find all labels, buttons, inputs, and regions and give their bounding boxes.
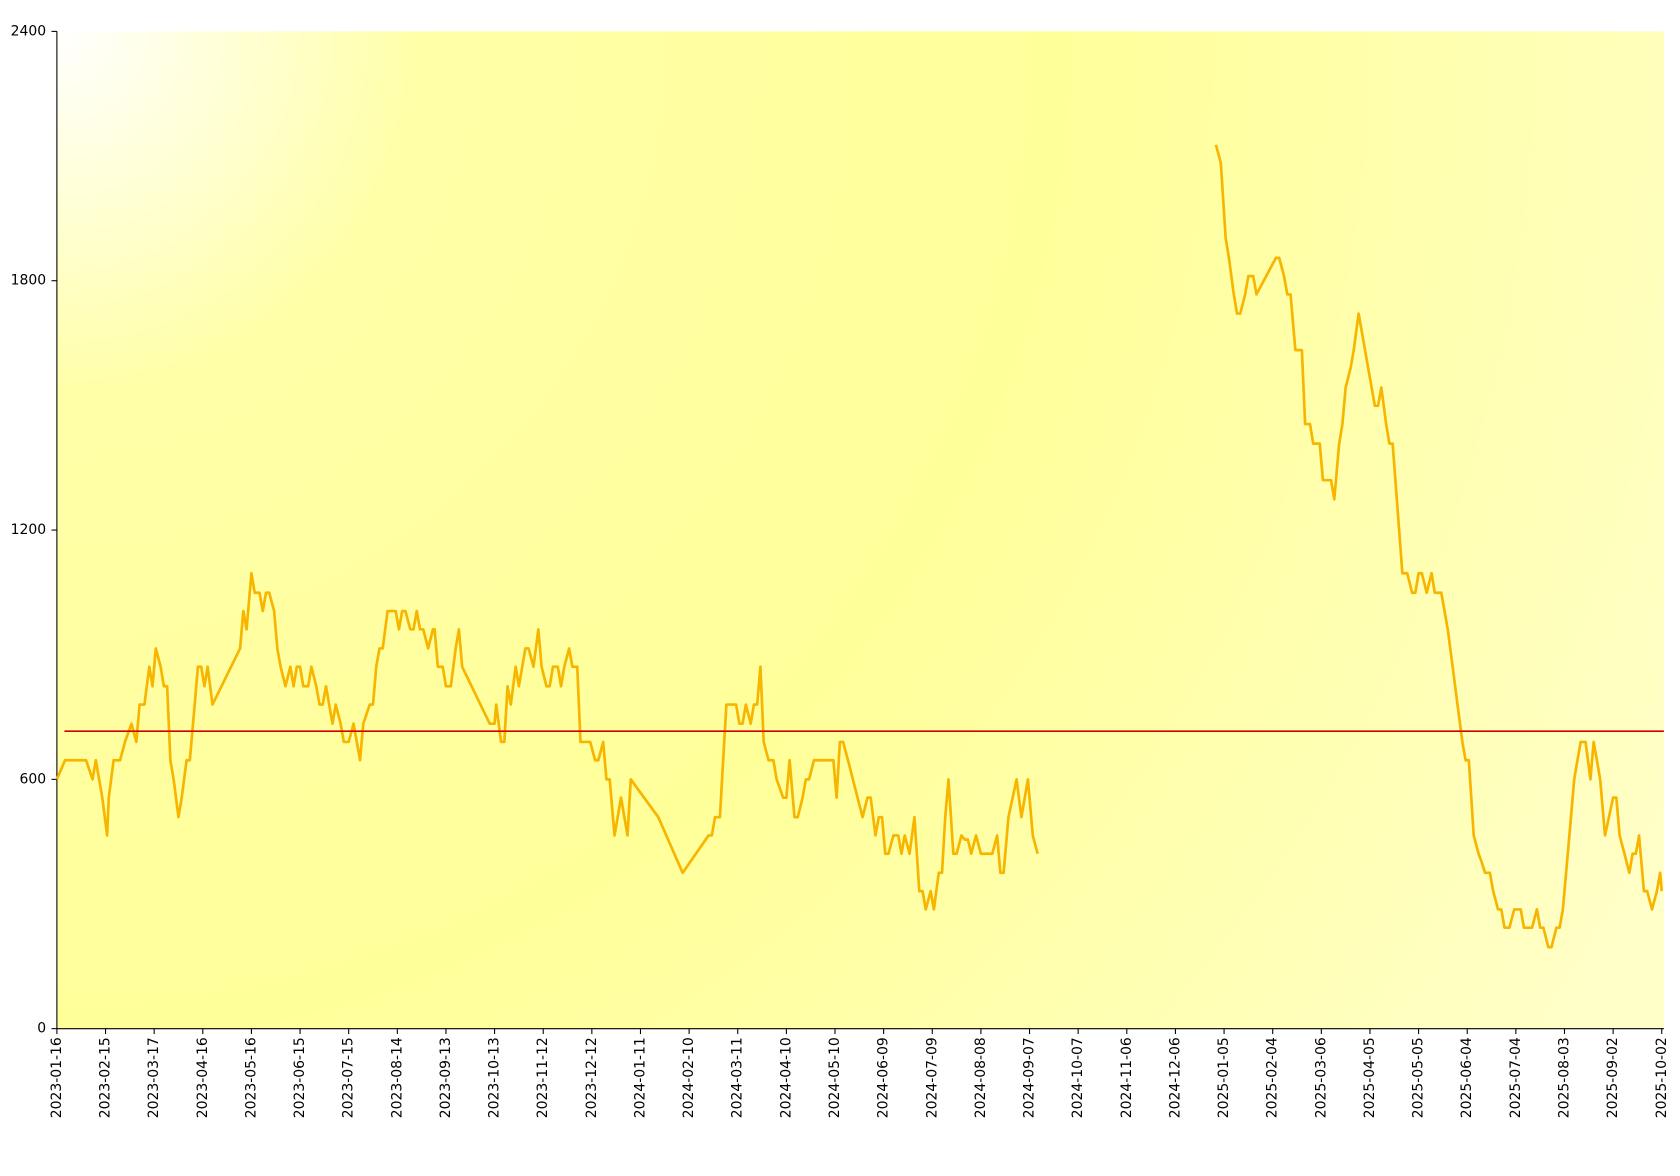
x-tick-label: 2023-05-16 (243, 1037, 259, 1118)
x-tick-label: 2024-06-09 (876, 1037, 892, 1118)
x-tick-label: 2023-01-16 (49, 1037, 65, 1118)
x-tick-label: 2025-09-02 (1605, 1037, 1621, 1118)
x-tick-label: 2023-09-13 (438, 1037, 454, 1118)
x-tick-label: 2024-02-10 (681, 1037, 697, 1118)
x-tick-label: 2023-04-16 (195, 1037, 211, 1118)
x-tick-label: 2024-09-07 (1022, 1037, 1038, 1118)
data-line (55, 144, 1664, 949)
x-tick-label: 2023-06-15 (292, 1037, 308, 1118)
x-tick-label: 2024-12-06 (1167, 1037, 1183, 1118)
x-tick-label: 2025-06-04 (1459, 1037, 1475, 1118)
y-tick-label: 1800 (11, 273, 46, 289)
x-tick-label: 2025-04-05 (1362, 1037, 1378, 1118)
y-tick-label: 600 (20, 771, 47, 787)
x-tick-label: 2023-02-15 (98, 1037, 114, 1118)
x-tick-label: 2023-10-13 (487, 1037, 503, 1118)
x-tick-label: 2023-11-12 (535, 1037, 551, 1118)
x-tick-label: 2023-07-15 (341, 1037, 357, 1118)
x-tick-label: 2025-05-05 (1411, 1037, 1427, 1118)
x-tick-label: 2025-02-04 (1265, 1037, 1281, 1118)
y-tick-label: 0 (37, 1021, 46, 1037)
x-tick-label: 2023-12-12 (584, 1037, 600, 1118)
x-tick-label: 2024-03-11 (730, 1037, 746, 1118)
x-tick-label: 2023-03-17 (146, 1037, 162, 1118)
x-tick-label: 2024-11-06 (1119, 1037, 1135, 1118)
x-tick-label: 2024-01-11 (632, 1037, 648, 1118)
plot-background (56, 31, 1664, 1029)
x-tick-label: 2024-05-10 (827, 1037, 843, 1118)
x-tick-label: 2024-04-10 (778, 1037, 794, 1118)
x-tick-label: 2023-08-14 (389, 1037, 405, 1118)
x-tick-label: 2025-07-04 (1508, 1037, 1524, 1118)
y-tick-label: 2400 (11, 23, 46, 39)
x-tick-label: 2024-10-07 (1070, 1037, 1086, 1118)
x-tick-label: 2025-01-05 (1216, 1037, 1232, 1118)
x-tick-label: 2024-07-09 (924, 1037, 940, 1118)
x-tick-label: 2024-08-08 (973, 1037, 989, 1118)
x-tick-label: 2025-08-03 (1556, 1037, 1572, 1118)
x-tick-label: 2025-10-02 (1654, 1037, 1670, 1118)
y-tick-label: 1200 (11, 522, 46, 538)
x-tick-label: 2025-03-06 (1313, 1037, 1329, 1118)
